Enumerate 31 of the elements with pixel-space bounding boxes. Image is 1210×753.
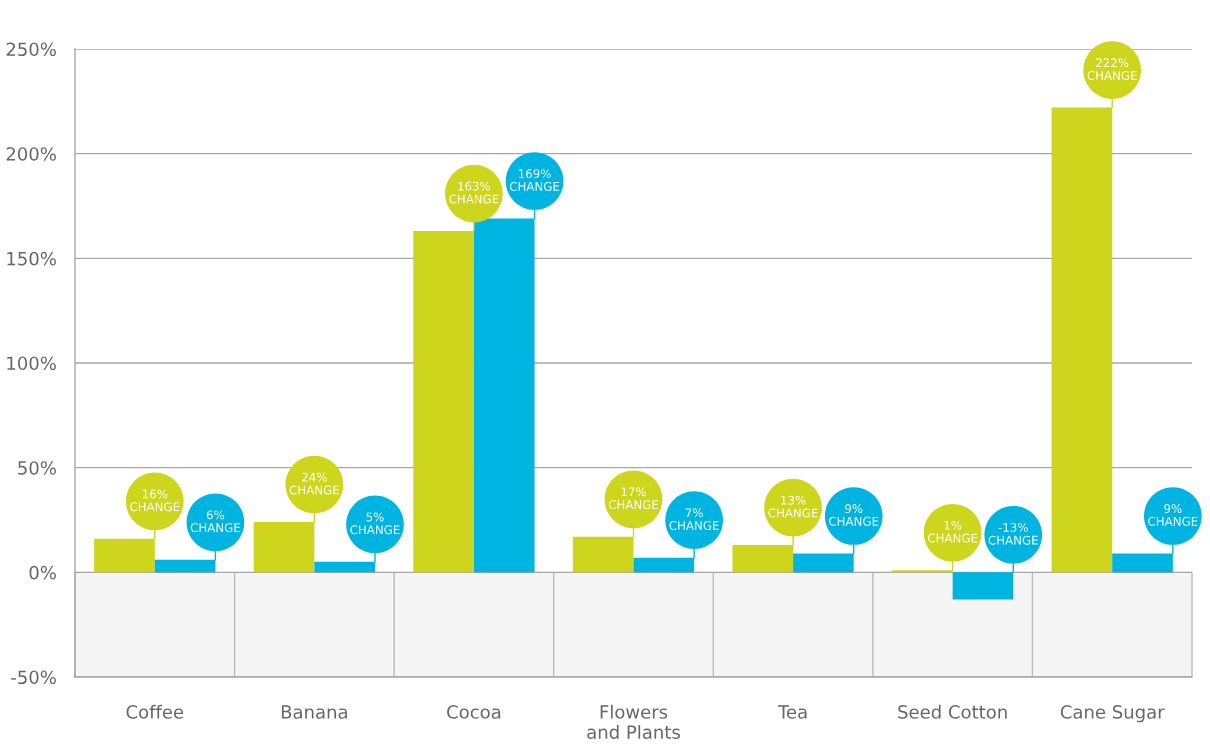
x-tick-label: Coffee [126, 704, 184, 719]
y-tick-label: 250% [6, 42, 56, 57]
y-tick-label: 150% [7, 251, 56, 266]
data-label: 1% CHANGE [927, 520, 978, 543]
x-tick-label: Cocoa [447, 705, 501, 719]
x-tick-label: Banana [281, 705, 347, 719]
x-tick-label: Tea [777, 705, 807, 719]
y-tick-label: 100% [7, 356, 56, 371]
data-label: 6% CHANGE [190, 510, 240, 533]
x-tick-label: Cane Sugar [1060, 705, 1165, 723]
data-label: 9% CHANGE [1148, 504, 1198, 526]
bar [572, 536, 634, 573]
data-label: 163% CHANGE [449, 181, 499, 204]
data-label: 16% CHANGE [130, 489, 180, 512]
y-tick-label: 50% [18, 461, 56, 475]
data-label: 13% CHANGE [768, 495, 818, 518]
bar [1051, 107, 1113, 573]
data-label: 222% CHANGE [1087, 58, 1137, 80]
data-label: 17% CHANGE [608, 487, 659, 510]
data-label: 7% CHANGE [669, 508, 719, 530]
data-label: 5% CHANGE [350, 512, 400, 535]
bar [154, 559, 216, 573]
x-tick-label: Flowers and Plants [587, 704, 680, 739]
y-tick-label: 200% [6, 147, 56, 161]
data-label: 9% CHANGE [829, 504, 879, 526]
y-tick-label: 0% [29, 565, 56, 580]
y-tick-label: -50% [11, 670, 56, 685]
data-label: 169% CHANGE [509, 169, 560, 191]
x-tick-label: Seed Cotton [898, 704, 1007, 719]
data-label: 24% CHANGE [289, 472, 339, 495]
data-label: -13% CHANGE [988, 522, 1038, 545]
